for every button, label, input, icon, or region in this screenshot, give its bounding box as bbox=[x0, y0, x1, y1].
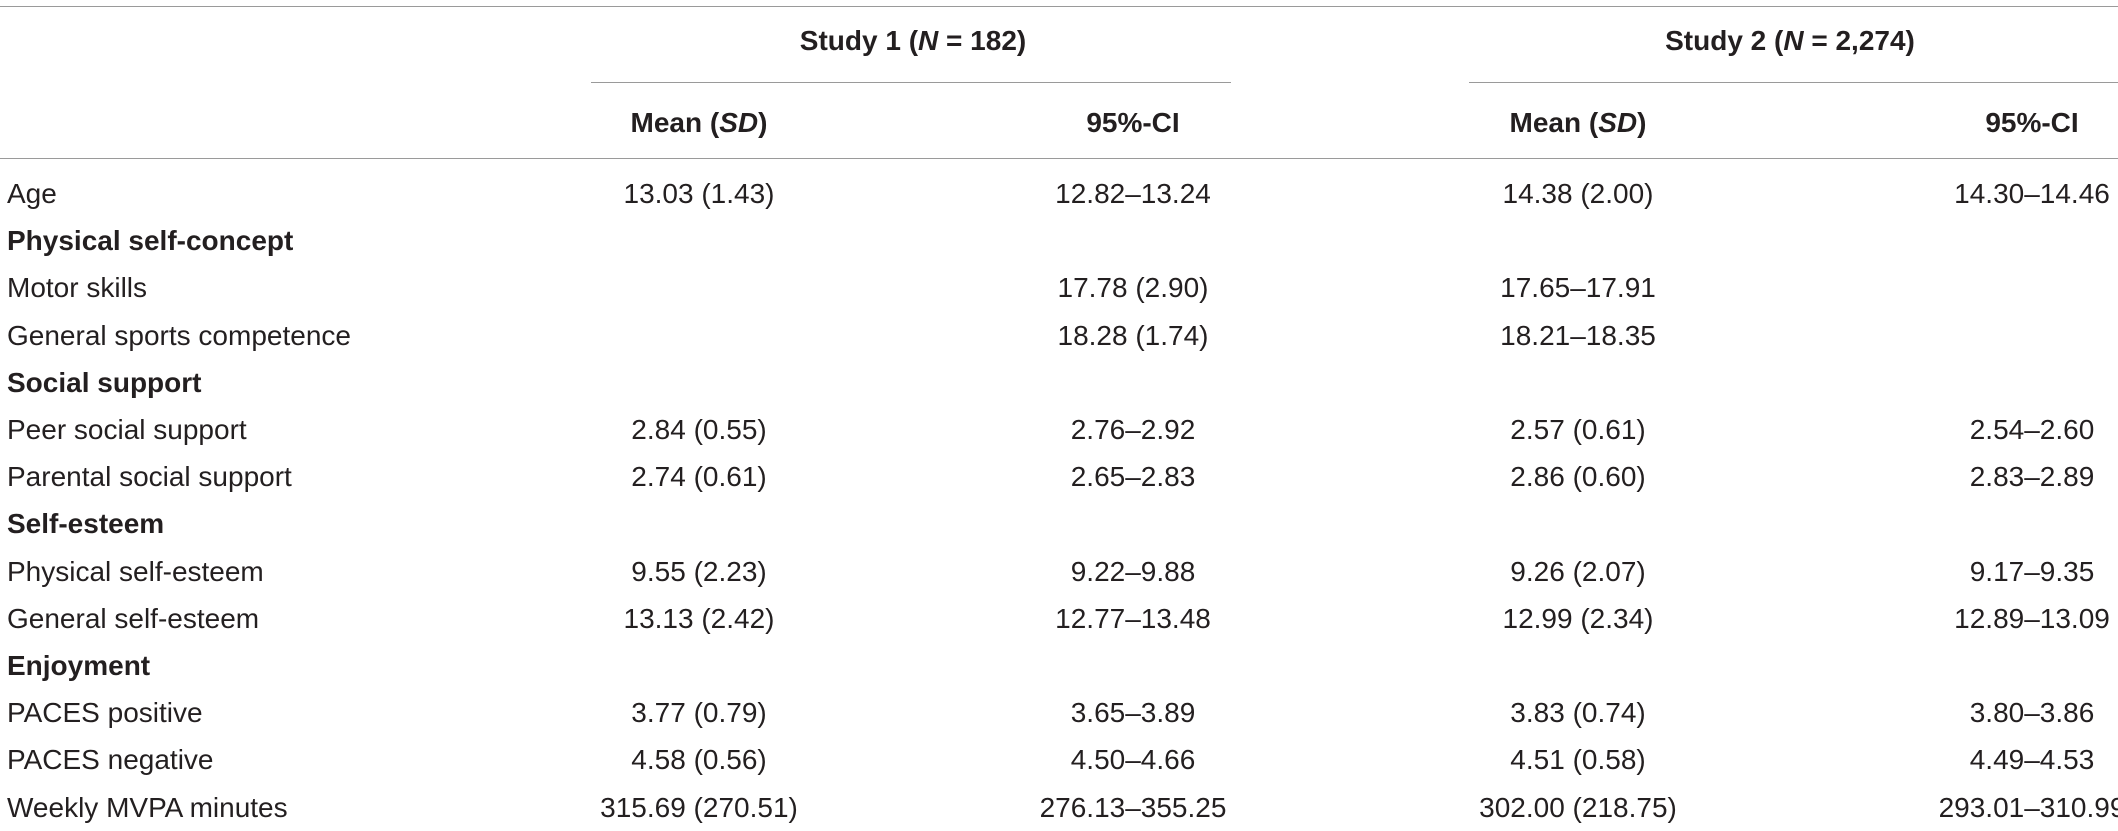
table-cell-s1-mean: 2.84 (0.55) bbox=[631, 414, 767, 445]
table-cell-s1-ci: 12.77–13.48 bbox=[1055, 603, 1211, 634]
table-cell-s2-mean: 14.38 (2.00) bbox=[1502, 178, 1654, 209]
row-label: Age bbox=[7, 178, 57, 209]
study1-mean-header: Mean (SD) bbox=[630, 107, 768, 138]
section-header: Self-esteem bbox=[7, 508, 165, 539]
header-bottom-rule bbox=[0, 158, 2118, 159]
study1-ci-header: 95%-CI bbox=[1086, 107, 1180, 138]
table-cell-s2-mean: 302.00 (218.75) bbox=[1479, 792, 1677, 823]
table-cell-s1-mean: 2.74 (0.61) bbox=[631, 461, 767, 492]
table-cell-s1-ci: 2.65–2.83 bbox=[1070, 461, 1196, 492]
table-cell-s1-mean: 13.13 (2.42) bbox=[623, 603, 775, 634]
table-cell-s1-ci: 3.65–3.89 bbox=[1070, 697, 1196, 728]
table-cell-s1-ci: 276.13–355.25 bbox=[1039, 792, 1227, 823]
table-cell-s1-mean: 13.03 (1.43) bbox=[623, 178, 775, 209]
table-cell-s2-mean: 2.57 (0.61) bbox=[1510, 414, 1646, 445]
study2-header: Study 2 (N = 2,274) bbox=[1665, 25, 1915, 56]
table-top-rule bbox=[0, 6, 2118, 7]
section-header: Enjoyment bbox=[7, 650, 151, 681]
table-cell-s2-ci: 4.49–4.53 bbox=[1969, 744, 2095, 775]
study2-underline bbox=[1469, 82, 2118, 83]
section-header: Physical self-concept bbox=[7, 225, 294, 256]
section-header: Social support bbox=[7, 367, 202, 398]
table-cell-s1-mean: 315.69 (270.51) bbox=[600, 792, 798, 823]
table-cell-s1-ci: 17.78 (2.90) bbox=[1057, 272, 1209, 303]
table-cell-s2-mean: 3.83 (0.74) bbox=[1510, 697, 1646, 728]
table-cell-s2-ci: 9.17–9.35 bbox=[1969, 556, 2095, 587]
table-cell-s1-ci: 12.82–13.24 bbox=[1055, 178, 1211, 209]
table-cell-s2-mean: 2.86 (0.60) bbox=[1510, 461, 1646, 492]
table-cell-s2-mean: 12.99 (2.34) bbox=[1502, 603, 1654, 634]
row-label: PACES negative bbox=[7, 744, 214, 775]
table-cell-s2-mean: 18.21–18.35 bbox=[1500, 320, 1656, 351]
study1-underline bbox=[591, 82, 1231, 83]
table-cell-s2-mean: 17.65–17.91 bbox=[1500, 272, 1656, 303]
table-cell-s2-mean: 4.51 (0.58) bbox=[1510, 744, 1646, 775]
table-cell-s1-ci: 4.50–4.66 bbox=[1070, 744, 1196, 775]
table-cell-s2-ci: 2.83–2.89 bbox=[1969, 461, 2095, 492]
table-cell-s1-mean: 4.58 (0.56) bbox=[631, 744, 767, 775]
table-cell-s2-mean: 9.26 (2.07) bbox=[1510, 556, 1646, 587]
study1-header: Study 1 (N = 182) bbox=[799, 25, 1027, 56]
study2-ci-header: 95%-CI bbox=[1985, 107, 2079, 138]
table-cell-s1-mean: 9.55 (2.23) bbox=[631, 556, 767, 587]
study2-mean-header: Mean (SD) bbox=[1509, 107, 1647, 138]
table-cell-s1-mean: 3.77 (0.79) bbox=[631, 697, 767, 728]
row-label: General self-esteem bbox=[7, 603, 260, 634]
table-cell-s2-ci: 3.80–3.86 bbox=[1969, 697, 2095, 728]
row-label: Motor skills bbox=[7, 272, 148, 303]
row-label: Peer social support bbox=[7, 414, 247, 445]
row-label: General sports competence bbox=[7, 320, 351, 351]
table-cell-s1-ci: 9.22–9.88 bbox=[1070, 556, 1196, 587]
table-cell-s1-ci: 2.76–2.92 bbox=[1070, 414, 1196, 445]
row-label: Parental social support bbox=[7, 461, 292, 492]
row-label: PACES positive bbox=[7, 697, 203, 728]
table-cell-s1-ci: 18.28 (1.74) bbox=[1057, 320, 1209, 351]
table-cell-s2-ci: 14.30–14.46 bbox=[1954, 178, 2110, 209]
table-cell-s2-ci: 12.89–13.09 bbox=[1954, 603, 2110, 634]
row-label: Weekly MVPA minutes bbox=[7, 792, 288, 823]
row-label: Physical self-esteem bbox=[7, 556, 264, 587]
table-cell-s2-ci: 2.54–2.60 bbox=[1969, 414, 2095, 445]
table-cell-s2-ci: 293.01–310.99 bbox=[1938, 792, 2118, 823]
